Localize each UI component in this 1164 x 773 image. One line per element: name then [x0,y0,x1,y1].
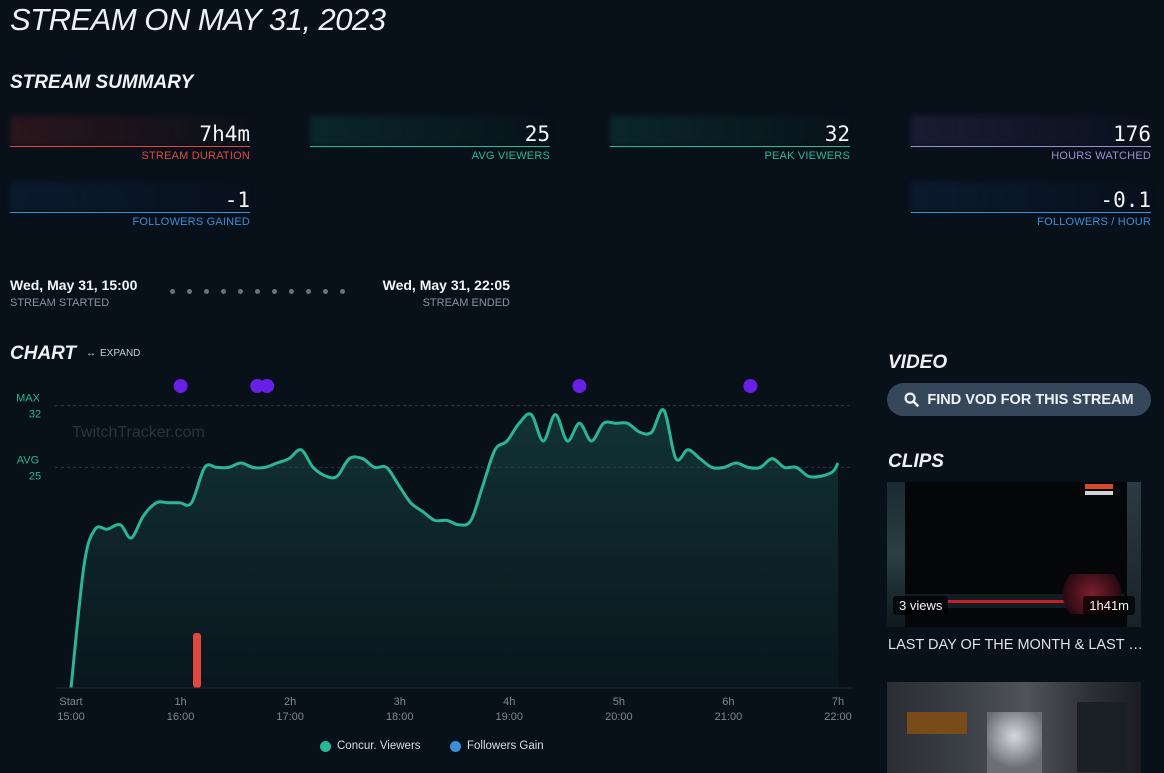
stat-label: FOLLOWERS / HOUR [1037,216,1151,228]
stat-avg-viewers: 25 AVG VIEWERS [310,116,550,162]
clip-duration-badge: 1h41m [1083,596,1135,615]
viewers-chart: MAX 32 AVG 25 TwitchTracker.com Start 15:00 1… [16,379,852,723]
search-icon [904,392,920,407]
x-tick-label: 2h [284,696,296,708]
expand-label: EXPAND [100,348,141,359]
stat-label: PEAK VIEWERS [764,150,850,162]
stat-value: 176 [1113,122,1151,146]
find-vod-label: FIND VOD FOR THIS STREAM [927,391,1134,408]
stat-value: -1 [224,188,250,212]
stream-end-label: STREAM ENDED [422,297,510,309]
x-tick-time: 21:00 [715,711,743,723]
x-tick-time: 22:00 [824,711,852,723]
x-tick-time: 15:00 [57,711,85,723]
x-tick-label: 4h [503,696,515,708]
stat-label: STREAM DURATION [141,150,250,162]
stream-start-label: STREAM STARTED [10,297,110,309]
expand-arrows-icon: ↔ [86,348,96,359]
ref-value-avg: 25 [29,470,41,482]
timeline-dots [170,289,345,294]
stream-start-block: Wed, May 31, 15:00 STREAM STARTED [10,277,137,309]
stat-followers-gained: -1 FOLLOWERS GAINED [10,182,250,228]
stream-end-time: Wed, May 31, 22:05 [382,277,510,293]
find-vod-button[interactable]: FIND VOD FOR THIS STREAM [887,383,1151,416]
event-marker [250,379,265,393]
x-tick-time: 16:00 [167,711,195,723]
stat-value: -0.1 [1100,188,1151,212]
clips-title: CLIPS [888,451,944,472]
followers-bar [193,633,202,688]
stat-label: HOURS WATCHED [1051,150,1151,162]
legend-dot [450,740,461,752]
stat-value: 7h4m [199,122,250,146]
legend-viewers[interactable]: Concur. Viewers [320,740,421,752]
x-tick-label: 3h [394,696,406,708]
x-tick-time: 20:00 [605,711,633,723]
stat-stream-duration: 7h4m STREAM DURATION [10,116,250,162]
stat-value: 32 [824,122,850,146]
x-tick-label: Start [59,696,82,708]
viewers-line [69,408,840,689]
expand-button[interactable]: ↔ EXPAND [86,348,140,359]
clip-thumbnail[interactable] [887,682,1141,773]
x-tick-time: 17:00 [276,711,304,723]
stat-value: 25 [524,122,550,146]
x-tick-label: 6h [722,696,734,708]
stat-label: AVG VIEWERS [471,150,550,162]
chart-watermark: TwitchTracker.com [72,424,205,441]
event-marker [260,379,275,393]
ref-label-max: MAX [16,393,41,405]
stream-summary-title: STREAM SUMMARY [10,72,194,93]
clip-views-badge: 3 views [893,596,949,615]
ref-label-avg: AVG [17,454,39,466]
legend-label: Followers Gain [467,740,544,752]
x-tick-label: 1h [174,696,186,708]
x-tick-time: 18:00 [386,711,414,723]
viewers-area [71,409,838,688]
x-tick-label: 5h [613,696,625,708]
x-tick-time: 19:00 [496,711,524,723]
ref-value-max: 32 [29,409,41,421]
event-marker [173,379,188,393]
stat-followers-per-hour: -0.1 FOLLOWERS / HOUR [911,182,1151,228]
legend-followers[interactable]: Followers Gain [450,740,544,752]
video-title: VIDEO [888,352,948,373]
stat-hours-watched: 176 HOURS WATCHED [911,116,1151,162]
stat-peak-viewers: 32 PEAK VIEWERS [610,116,850,162]
legend-label: Concur. Viewers [337,740,421,752]
event-marker [743,379,758,393]
stream-end-block: Wed, May 31, 22:05 STREAM ENDED [377,277,510,309]
page-title: STREAM ON MAY 31, 2023 [10,2,386,37]
stat-label: FOLLOWERS GAINED [132,216,250,228]
stream-start-time: Wed, May 31, 15:00 [10,277,138,293]
chart-title: CHART [10,343,77,364]
event-marker [572,379,587,393]
clip-title[interactable]: LAST DAY OF THE MONTH & LAST SUB... [888,637,1144,653]
clip-thumbnail[interactable]: 3 views 1h41m [887,482,1141,627]
x-tick-label: 7h [832,696,844,708]
legend-dot [320,740,331,752]
